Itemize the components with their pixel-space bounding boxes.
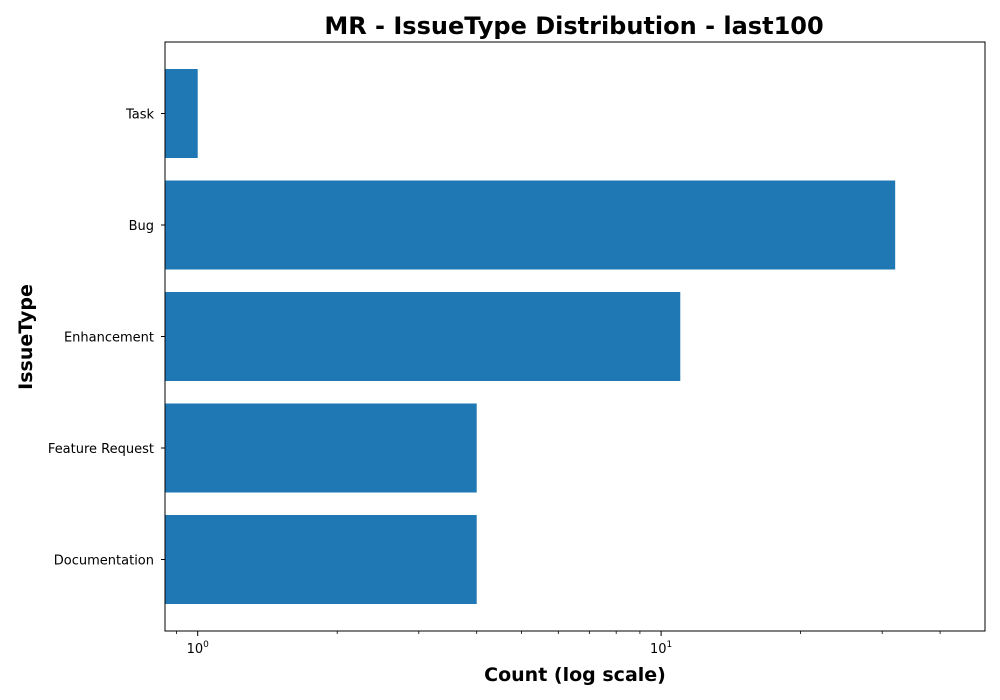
- y-axis-label: IssueType: [15, 284, 37, 390]
- x-ticks: 100 101: [176, 631, 941, 657]
- x-tick-label: 101: [650, 640, 672, 657]
- bar-enhancement: [165, 292, 681, 381]
- x-axis-label: Count (log scale): [484, 664, 666, 686]
- y-ticks: Task Bug Enhancement Feature Request Documen…: [48, 108, 165, 569]
- y-tick-label: Enhancement: [64, 331, 154, 346]
- bar-feature-request: [165, 403, 477, 493]
- y-tick-label: Task: [125, 108, 155, 123]
- bar-documentation: [165, 515, 477, 604]
- y-tick-label: Bug: [129, 219, 154, 234]
- chart-title: MR - IssueType Distribution - last100: [324, 12, 823, 40]
- plot-frame: [164, 41, 986, 632]
- bar-task: [165, 69, 198, 158]
- x-tick-label: 100: [187, 640, 210, 657]
- bars-group: [165, 69, 896, 604]
- y-tick-label: Feature Request: [48, 442, 154, 457]
- bar-bug: [165, 180, 896, 270]
- y-tick-label: Documentation: [54, 554, 154, 569]
